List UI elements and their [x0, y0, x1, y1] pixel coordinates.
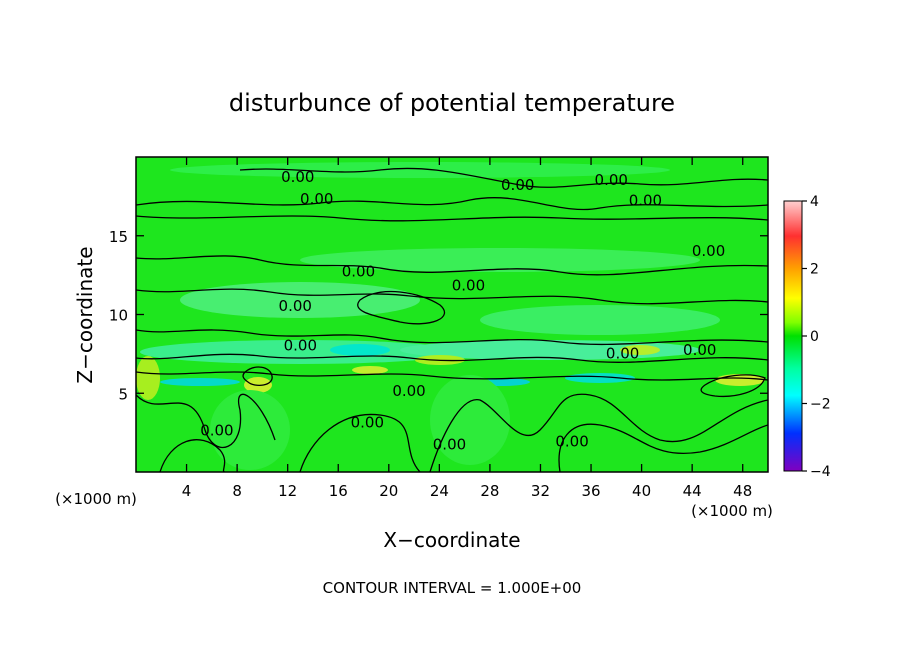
colorbar-ticks: 4 2 0 −2 −4 — [802, 194, 831, 480]
contour-label: 0.00 — [555, 433, 588, 451]
contour-label: 0.00 — [629, 192, 662, 210]
contour-interval-note: CONTOUR INTERVAL = 1.000E+00 — [323, 579, 582, 597]
colorbar-tick-label: −4 — [810, 464, 831, 480]
field-patch — [480, 305, 720, 335]
x-tick-label: 12 — [278, 482, 297, 500]
x-axis-label: X−coordinate — [383, 528, 520, 552]
contour-line — [159, 439, 226, 472]
field-patch — [210, 390, 290, 470]
contour-label: 0.00 — [200, 421, 233, 439]
field-patch — [400, 340, 700, 360]
colorbar — [783, 200, 803, 472]
y-axis-label: Z−coordinate — [73, 246, 97, 383]
contour-label: 0.00 — [351, 414, 384, 432]
x-tick-label: 44 — [683, 482, 702, 500]
contour-line — [136, 353, 768, 363]
colorbar-tick-label: 4 — [810, 194, 819, 210]
x-tick-label: 28 — [480, 482, 499, 500]
chart-title: disturbunce of potential temperature — [229, 89, 675, 117]
x-tick-label: 40 — [632, 482, 651, 500]
colorbar-tick-label: 2 — [810, 262, 819, 278]
contour-label: 0.00 — [300, 190, 333, 208]
x-tick-label: 32 — [531, 482, 550, 500]
contour-label: 0.00 — [279, 297, 312, 315]
contour-label: 0.00 — [595, 171, 628, 189]
contour-line — [558, 423, 768, 472]
contour-line — [136, 197, 768, 211]
field-patch — [170, 162, 670, 178]
contour-line — [136, 215, 768, 222]
y-axis: 5 10 15 — [109, 228, 768, 403]
x-tick-label: 20 — [379, 482, 398, 500]
contour-line — [136, 329, 768, 346]
x-tick-label: 8 — [232, 482, 242, 500]
x-tick-label: 48 — [733, 482, 752, 500]
contour-label: 0.00 — [433, 436, 466, 454]
colorbar-tick-label: 0 — [810, 329, 819, 345]
field-patch — [352, 366, 388, 374]
contour-label: 0.00 — [284, 336, 317, 354]
contour-line — [357, 290, 446, 325]
colorbar-tick-label: −2 — [810, 397, 831, 413]
contour-label: 0.00 — [281, 168, 314, 186]
plot-area — [136, 157, 768, 472]
contour-labels: 0.000.000.00 0.000.000.000.000.000.000.00… — [200, 168, 725, 454]
field-patch — [330, 344, 390, 356]
x-unit-label-right: (×1000 m) — [691, 502, 773, 520]
field-patch — [300, 248, 700, 272]
y-tick-label: 10 — [109, 307, 128, 325]
contour-line — [429, 393, 768, 472]
field-patch — [565, 373, 635, 383]
contour-line — [136, 393, 276, 448]
contour-line — [239, 167, 768, 188]
contour-line — [242, 366, 273, 387]
contour-label: 0.00 — [342, 262, 375, 280]
contour-line — [136, 371, 768, 381]
x-tick-label: 36 — [581, 482, 600, 500]
contour-label: 0.00 — [501, 176, 534, 194]
field-patch — [160, 378, 240, 386]
x-unit-label-left: (×1000 m) — [55, 490, 137, 508]
field-patch — [430, 375, 510, 465]
contour-label: 0.00 — [452, 277, 485, 295]
contour-line — [700, 374, 766, 398]
field-patch — [620, 345, 660, 355]
y-tick-label: 5 — [118, 385, 128, 403]
contour-lines — [136, 167, 768, 472]
contour-line — [299, 413, 421, 472]
x-tick-label: 16 — [329, 482, 348, 500]
contour-label: 0.00 — [683, 341, 716, 359]
x-tick-label: 4 — [182, 482, 192, 500]
x-tick-label: 24 — [430, 482, 449, 500]
y-tick-label: 15 — [109, 228, 128, 246]
contour-label: 0.00 — [606, 344, 639, 362]
field-patch — [136, 356, 160, 400]
contour-line — [136, 255, 768, 276]
x-axis: 4 8 12 16 20 24 28 32 36 40 44 48 — [182, 157, 752, 500]
contour-label: 0.00 — [392, 382, 425, 400]
contour-label: 0.00 — [692, 242, 725, 260]
